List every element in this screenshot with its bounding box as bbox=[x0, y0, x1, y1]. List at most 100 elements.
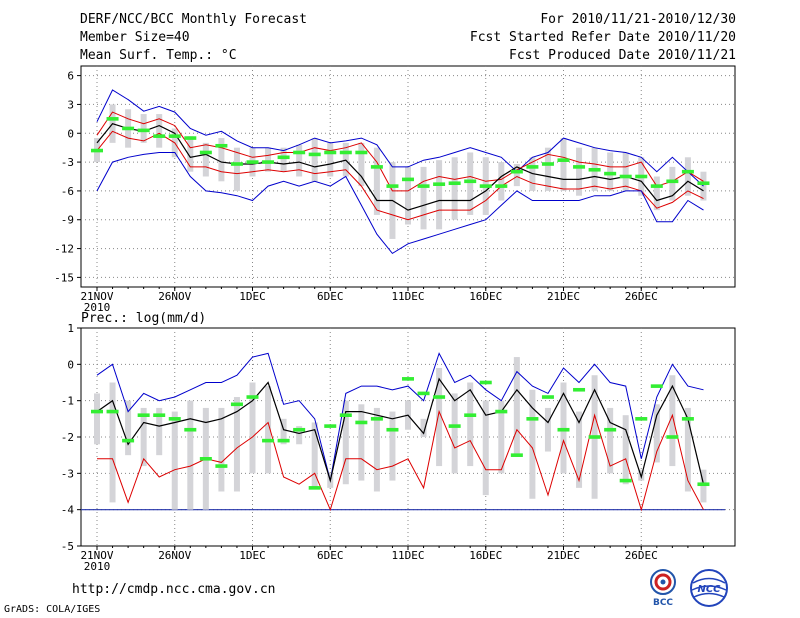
observed-mark bbox=[230, 402, 243, 407]
observed-mark bbox=[122, 438, 135, 443]
ensemble-box bbox=[436, 160, 443, 230]
bcc-logo-text: BCC bbox=[653, 598, 673, 608]
panel-title: Prec.: log(mm/d) bbox=[81, 311, 206, 326]
observed-mark bbox=[402, 377, 414, 381]
ensemble-box bbox=[607, 152, 614, 191]
observed-mark bbox=[137, 128, 150, 133]
observed-mark bbox=[370, 417, 383, 421]
source-url[interactable]: http://cmdp.ncc.cma.gov.cn bbox=[72, 582, 276, 597]
ensemble-box bbox=[187, 400, 194, 510]
forecast-period: For 2010/11/21-2010/12/30 bbox=[540, 12, 736, 27]
ensemble-box bbox=[513, 164, 520, 187]
observed-mark bbox=[386, 427, 399, 432]
observed-mark bbox=[91, 409, 103, 414]
observed-mark bbox=[681, 417, 694, 421]
y-tick-label: -3 bbox=[61, 156, 74, 169]
ensemble-box bbox=[125, 400, 132, 456]
observed-mark bbox=[541, 162, 554, 166]
observed-mark bbox=[433, 395, 446, 399]
observed-mark bbox=[557, 158, 570, 162]
x-tick-label: 21DEC bbox=[547, 549, 580, 562]
ensemble-box bbox=[513, 357, 520, 456]
ensemble-box bbox=[296, 426, 303, 445]
observed-mark bbox=[417, 391, 430, 396]
observed-mark bbox=[510, 169, 523, 174]
ensemble-box bbox=[700, 469, 707, 503]
series-line-p10 bbox=[96, 130, 704, 221]
bcc-logo: BCC bbox=[650, 569, 676, 608]
ensemble-box bbox=[265, 147, 272, 172]
observed-mark bbox=[355, 420, 368, 425]
x-tick-label: 6DEC bbox=[317, 290, 344, 303]
ensemble-box bbox=[358, 142, 365, 187]
observed-mark bbox=[339, 413, 352, 417]
ensemble-box bbox=[140, 407, 147, 467]
ensemble-box bbox=[498, 400, 505, 474]
ncc-logo-text: NCC bbox=[697, 584, 721, 595]
ensemble-box bbox=[529, 389, 536, 499]
observed-mark bbox=[464, 179, 477, 184]
observed-mark bbox=[184, 136, 197, 140]
x-year-label: 2010 bbox=[84, 560, 111, 573]
grads-credit: GrADS: COLA/IGES bbox=[4, 604, 101, 615]
observed-mark bbox=[199, 150, 212, 155]
ensemble-box bbox=[498, 162, 505, 201]
observed-mark bbox=[635, 174, 648, 179]
ensemble-box bbox=[389, 411, 396, 481]
ensemble-box bbox=[373, 407, 380, 492]
series-line-mean bbox=[96, 123, 704, 211]
ensemble-box bbox=[482, 400, 489, 496]
series-line-max bbox=[96, 352, 704, 481]
observed-mark bbox=[526, 165, 539, 169]
observed-mark bbox=[153, 413, 166, 417]
chart-panel-1: 6 3 0 -3 -6 -9 -12 -15 21NOV 26NOV 1DEC 6DEC 11DEC 16… bbox=[54, 65, 736, 314]
observed-mark bbox=[246, 160, 259, 164]
observed-mark bbox=[619, 174, 632, 179]
ensemble-box bbox=[544, 407, 551, 452]
observed-mark bbox=[448, 424, 461, 428]
ensemble-box bbox=[249, 382, 256, 474]
observed-mark bbox=[666, 435, 679, 439]
ensemble-box bbox=[327, 142, 334, 177]
observed-mark bbox=[681, 169, 694, 174]
series-line-max bbox=[96, 89, 704, 187]
observed-mark bbox=[588, 435, 601, 439]
ensemble-box bbox=[296, 144, 303, 177]
y-tick-label: -1 bbox=[61, 395, 74, 408]
observed-mark bbox=[402, 177, 414, 182]
observed-mark bbox=[448, 181, 461, 186]
observed-mark bbox=[650, 184, 663, 188]
ensemble-box bbox=[467, 382, 474, 467]
forecast-start-date: Fcst Started Refer Date 2010/11/20 bbox=[469, 30, 736, 45]
x-tick-label: 16DEC bbox=[469, 549, 502, 562]
observed-mark bbox=[697, 181, 710, 186]
ensemble-box bbox=[265, 386, 272, 474]
observed-mark bbox=[137, 413, 150, 417]
member-size-label: Member Size=40 bbox=[80, 30, 190, 45]
observed-mark bbox=[464, 413, 477, 417]
observed-mark bbox=[168, 417, 181, 421]
ensemble-box bbox=[233, 147, 240, 191]
y-tick-label: -3 bbox=[61, 467, 74, 480]
x-tick-label: 26NOV bbox=[158, 290, 191, 303]
y-tick-label: -9 bbox=[61, 214, 74, 227]
ensemble-box bbox=[451, 393, 458, 474]
observed-mark bbox=[277, 155, 290, 160]
ncc-logo: NCC bbox=[690, 569, 728, 607]
x-tick-label: 21NOV bbox=[80, 290, 113, 303]
ensemble-box bbox=[560, 138, 567, 191]
observed-mark bbox=[308, 486, 321, 490]
series-line-min bbox=[96, 152, 704, 255]
ensemble-box bbox=[140, 114, 147, 143]
observed-mark bbox=[215, 464, 228, 468]
observed-mark bbox=[526, 417, 539, 421]
observed-mark bbox=[386, 184, 399, 188]
ensemble-box bbox=[311, 422, 318, 488]
ensemble-box bbox=[653, 176, 660, 211]
x-tick-label: 1DEC bbox=[239, 549, 266, 562]
observed-mark bbox=[230, 162, 243, 166]
x-year-label: 2010 bbox=[84, 301, 111, 314]
y-tick-label: 0 bbox=[67, 358, 74, 371]
observed-mark bbox=[106, 117, 119, 121]
ensemble-box bbox=[653, 404, 660, 463]
